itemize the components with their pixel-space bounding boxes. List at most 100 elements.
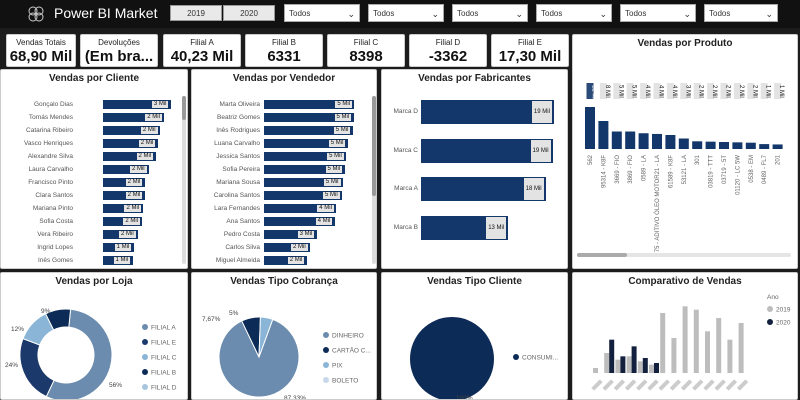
produto-category-label: 75 - ADITIVO ÓLEO MOTOR21 - LA bbox=[654, 155, 661, 252]
bar-row[interactable]: Marca C 19 Mil bbox=[382, 138, 567, 163]
bar[interactable] bbox=[103, 191, 145, 200]
legend-label: CONSUMI... bbox=[522, 355, 558, 362]
filter-select-3[interactable]: Todos ⌄ bbox=[452, 4, 528, 22]
bar[interactable] bbox=[264, 256, 307, 265]
year-2020-button[interactable]: 2020 bbox=[223, 5, 275, 21]
bar[interactable] bbox=[264, 204, 337, 213]
bar-row[interactable]: Mariana Sousa 5 Mil bbox=[192, 178, 370, 187]
produto-value-bg bbox=[707, 83, 715, 99]
vendas-produto-panel: Vendas por Produto 12 Mil 562 8 Mil 95314 -… bbox=[572, 34, 798, 269]
bar-category-label: Tomás Mendes bbox=[28, 114, 73, 121]
legend-title: Ano bbox=[767, 294, 779, 301]
scroll-thumb[interactable] bbox=[182, 96, 186, 120]
bar[interactable] bbox=[103, 178, 145, 187]
produto-value-bg bbox=[640, 83, 648, 99]
bar-row[interactable]: Tomás Mendes 2 Mil bbox=[1, 113, 181, 122]
bar-row[interactable]: Beatriz Gomes 5 Mil bbox=[192, 113, 370, 122]
bar-row[interactable]: Pedro Costa 3 Mil bbox=[192, 230, 370, 239]
bar-row[interactable]: Laura Carvalho 2 Mil bbox=[1, 165, 181, 174]
bar-value-label: 2 Mil bbox=[287, 257, 305, 264]
bar[interactable] bbox=[103, 126, 160, 135]
bar-row[interactable]: Vasco Henriques 2 Mil bbox=[1, 139, 181, 148]
bar[interactable] bbox=[421, 100, 554, 124]
filter-select-2[interactable]: Todos ⌄ bbox=[368, 4, 444, 22]
bar[interactable] bbox=[103, 165, 149, 174]
scroll-thumb[interactable] bbox=[372, 96, 376, 196]
bar[interactable] bbox=[264, 243, 310, 252]
bar[interactable] bbox=[264, 113, 354, 122]
bar-row[interactable]: Marca D 19 Mil bbox=[382, 100, 567, 124]
bar-row[interactable]: Inês Rodrigues 5 Mil bbox=[192, 126, 370, 135]
bar-row[interactable]: Clara Santos 2 Mil bbox=[1, 191, 181, 200]
bar-row[interactable]: Ingrid Lopes 1 Mil bbox=[1, 243, 181, 252]
bar-value-label: 2 Mil bbox=[123, 218, 141, 225]
bar[interactable] bbox=[264, 139, 348, 148]
bar-value-label: 3 Mil bbox=[297, 231, 315, 238]
vendas-cobranca-title: Vendas Tipo Cobrança bbox=[230, 276, 338, 287]
bar-row[interactable]: Miguel Almeida 2 Mil bbox=[192, 256, 370, 265]
legend-marker bbox=[142, 354, 148, 360]
comparativo-axis-tick bbox=[680, 379, 693, 391]
bar[interactable] bbox=[264, 165, 345, 174]
bar-row[interactable]: Carolina Santos 5 Mil bbox=[192, 191, 370, 200]
bar[interactable] bbox=[264, 230, 317, 239]
bar-row[interactable]: Mariana Pinto 2 Mil bbox=[1, 204, 181, 213]
bar[interactable] bbox=[264, 126, 353, 135]
bar-category-label: Marta Oliveira bbox=[219, 101, 260, 108]
bar-value-label: 19 Mil bbox=[530, 139, 551, 162]
filter-select-4[interactable]: Todos ⌄ bbox=[536, 4, 612, 22]
bar-category-label: Mariana Sousa bbox=[216, 179, 260, 186]
filter-select-1[interactable]: Todos ⌄ bbox=[284, 4, 360, 22]
bar-row[interactable]: Lara Fernandes 4 Mil bbox=[192, 204, 370, 213]
bar-row[interactable]: Gonçalo Dias 3 Mil bbox=[1, 100, 181, 109]
legend-label: 2020 bbox=[776, 320, 791, 327]
bar[interactable] bbox=[103, 217, 143, 226]
bar[interactable] bbox=[264, 217, 335, 226]
bar-row[interactable]: Sofia Pereira 5 Mil bbox=[192, 165, 370, 174]
comparativo-axis-tick bbox=[636, 379, 648, 391]
bar-row[interactable]: Marca A 18 Mil bbox=[382, 177, 567, 201]
filter-select-5[interactable]: Todos ⌄ bbox=[620, 4, 696, 22]
filter-select-6[interactable]: Todos ⌄ bbox=[704, 4, 778, 22]
bar-row[interactable]: Carlos Silva 2 Mil bbox=[192, 243, 370, 252]
produto-bar bbox=[625, 131, 636, 149]
pie-slice bbox=[45, 308, 113, 399]
bar-row[interactable]: Luana Carvalho 5 Mil bbox=[192, 139, 370, 148]
bar-row[interactable]: Sofia Costa 2 Mil bbox=[1, 217, 181, 226]
bar-value-label: 18 Mil bbox=[523, 178, 544, 200]
vendas-cobranca-chart: DINHEIRO CARTÃO C... PIX BOLETO 87,33% 7,67% 5… bbox=[202, 310, 371, 399]
pie-slice bbox=[410, 317, 494, 399]
bar-category-label: Ingrid Lopes bbox=[37, 244, 73, 251]
legend-label: DINHEIRO bbox=[332, 333, 364, 340]
bar-row[interactable]: Catarina Ribeiro 2 Mil bbox=[1, 126, 181, 135]
bar[interactable] bbox=[264, 178, 343, 187]
vendas-produto-chart: 12 Mil 562 8 Mil 95314 - K8F 5 Mil 3669 - FIO… bbox=[577, 83, 791, 257]
bar-row[interactable]: Ana Santos 4 Mil bbox=[192, 217, 370, 226]
bar-row[interactable]: Francisco Pinto 2 Mil bbox=[1, 178, 181, 187]
legend-marker bbox=[323, 362, 329, 368]
bar-row[interactable]: Marca B 13 Mil bbox=[382, 215, 567, 240]
comparativo-axis-tick bbox=[703, 379, 715, 391]
bar[interactable] bbox=[103, 113, 165, 122]
produto-bar bbox=[719, 142, 729, 149]
produto-bar bbox=[678, 138, 689, 149]
bar-row[interactable]: Alexandre Silva 2 Mil bbox=[1, 152, 181, 161]
bar[interactable] bbox=[103, 204, 144, 213]
bar-row[interactable]: Jessica Santos 5 Mil bbox=[192, 152, 370, 161]
bar[interactable] bbox=[264, 100, 355, 109]
legend-marker bbox=[142, 324, 148, 330]
bar[interactable] bbox=[264, 191, 343, 200]
bar[interactable] bbox=[264, 152, 347, 161]
year-2019-button[interactable]: 2019 bbox=[170, 5, 222, 21]
vendedor-scrollbar[interactable] bbox=[372, 96, 376, 264]
bar[interactable] bbox=[103, 139, 158, 148]
bar-row[interactable]: Vera Ribeiro 2 Mil bbox=[1, 230, 181, 239]
bar-row[interactable]: Inês Gomes 1 Mil bbox=[1, 256, 181, 265]
cliente-scrollbar[interactable] bbox=[182, 96, 186, 264]
pct-label: 5% bbox=[229, 310, 239, 317]
produto-category-label: 01120 - LC 5W bbox=[735, 155, 741, 195]
bar[interactable] bbox=[103, 100, 171, 109]
bar-row[interactable]: Marta Oliveira 5 Mil bbox=[192, 100, 370, 109]
bar[interactable] bbox=[103, 152, 156, 161]
comparativo-axis-tick bbox=[714, 379, 726, 391]
